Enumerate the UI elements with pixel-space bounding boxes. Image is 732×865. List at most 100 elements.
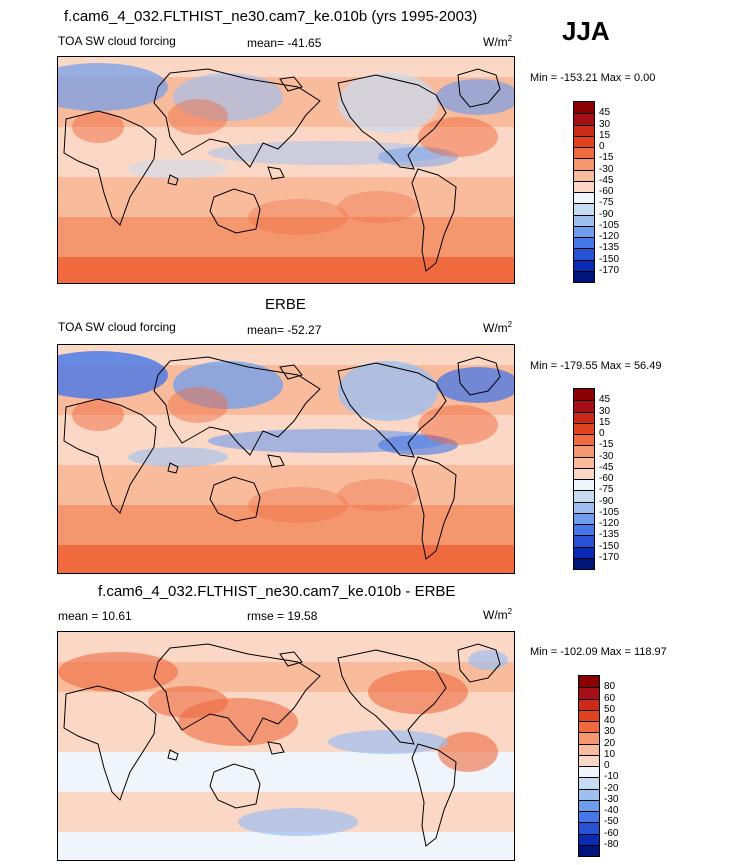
- colorbar-swatch: [574, 169, 594, 181]
- panel3-colorbar: 80 60 50 40 30 20 10 0 -10 -20 -30 -40 -50 -60 -80: [578, 675, 618, 857]
- season-label: JJA: [562, 16, 610, 46]
- field-blob: [468, 650, 508, 670]
- map-field: [58, 345, 514, 573]
- panel2-units: W/m2: [483, 320, 513, 335]
- coastline: [209, 188, 261, 234]
- colorbar-swatch: [574, 135, 594, 147]
- coastline: [279, 364, 303, 380]
- colorbar-tick-label: 80: [604, 681, 616, 693]
- panel1-units: W/m2: [483, 34, 513, 49]
- colorbar-swatch: [579, 799, 599, 811]
- coastline: [167, 462, 179, 474]
- colorbar-tick-label: 30: [604, 726, 616, 738]
- field-band: [58, 57, 514, 77]
- field-blob: [328, 730, 448, 754]
- colorbar-swatch: [579, 709, 599, 721]
- colorbar-tick-label: -170: [599, 264, 620, 276]
- colorbar-swatch: [579, 721, 599, 733]
- field-blob: [338, 479, 418, 511]
- coastline: [279, 76, 303, 92]
- colorbar-swatch: [574, 389, 594, 401]
- colorbar-swatch: [574, 180, 594, 192]
- colorbar-swatch: [574, 113, 594, 125]
- colorbar-tick-label: 30: [599, 118, 611, 130]
- panel1-mean-label: mean= -41.65: [247, 36, 322, 50]
- coastline: [267, 454, 285, 468]
- colorbar-swatch: [574, 248, 594, 260]
- colorbar-tick-label: -120: [599, 231, 620, 242]
- coastline: [63, 110, 157, 226]
- colorbar-swatch: [574, 479, 594, 491]
- colorbar-swatch: [574, 124, 594, 136]
- colorbar-tick-label: -105: [599, 219, 620, 231]
- panel3-map: [57, 631, 515, 861]
- field-blob: [368, 670, 468, 714]
- colorbar-tick-label: -30: [599, 450, 614, 462]
- colorbar-swatch: [579, 766, 599, 778]
- colorbar-tick-label: 0: [599, 141, 605, 152]
- coastline: [267, 166, 285, 180]
- field-band: [58, 345, 514, 365]
- colorbar-tick-label: 20: [604, 737, 616, 749]
- panel2-left-label: TOA SW cloud forcing: [58, 320, 176, 334]
- colorbar-swatch: [579, 833, 599, 845]
- colorbar-tick-label: -150: [599, 540, 620, 552]
- colorbar-tick-label: -20: [604, 782, 619, 794]
- colorbar-tick-label: 50: [604, 703, 616, 715]
- field-blob: [436, 367, 514, 403]
- field-blob: [58, 63, 168, 111]
- field-blob: [173, 73, 283, 121]
- colorbar-tick-label: 0: [604, 760, 610, 771]
- panel1-map: [57, 56, 515, 284]
- field-blob: [168, 387, 228, 423]
- field-band: [58, 545, 514, 573]
- field-blob: [173, 361, 283, 409]
- panel3-title: f.cam6_4_032.FLTHIST_ne30.cam7_ke.010b -…: [98, 583, 456, 600]
- coastline: [153, 68, 321, 168]
- coastline: [457, 68, 501, 108]
- panel1-title: f.cam6_4_032.FLTHIST_ne30.cam7_ke.010b (…: [64, 8, 478, 25]
- colorbar-tick-label: -90: [599, 495, 614, 507]
- colorbar-tick-label: -15: [599, 439, 614, 451]
- colorbar-tick-label: -75: [599, 484, 614, 496]
- colorbar-swatch: [579, 687, 599, 699]
- colorbar-tick-label: 10: [604, 748, 616, 760]
- colorbar-tick-label: -30: [599, 163, 614, 175]
- colorbar-swatch: [574, 147, 594, 159]
- colorbar-tick-label: -45: [599, 461, 614, 473]
- coastline: [167, 749, 179, 761]
- colorbar-tick-label: 45: [599, 107, 611, 119]
- panel2-title: ERBE: [265, 296, 306, 313]
- coastline: [337, 74, 447, 170]
- colorbar-swatch: [574, 411, 594, 423]
- colorbar-swatch: [574, 259, 594, 271]
- coastline: [209, 476, 261, 522]
- map-field: [58, 57, 514, 283]
- colorbar-swatch: [579, 732, 599, 744]
- coastline: [63, 685, 157, 801]
- panel2-colorbar: 45 30 15 0 -15 -30 -45 -60 -75 -90 -105 -120 -135 -15…: [573, 388, 619, 570]
- colorbar-tick-label: -170: [599, 551, 620, 563]
- colorbar-swatch: [579, 676, 599, 688]
- colorbar-tick-label: -105: [599, 506, 620, 518]
- colorbar-tick-label: -60: [599, 473, 614, 484]
- colorbar-tick-label: -50: [604, 816, 619, 828]
- field-blob: [128, 447, 228, 467]
- coastline: [457, 643, 501, 683]
- field-blob: [72, 399, 124, 431]
- field-blob: [58, 351, 168, 399]
- colorbar-swatch: [579, 754, 599, 766]
- colorbar-swatch: [574, 501, 594, 513]
- colorbar-tick-label: -60: [604, 827, 619, 839]
- field-blob: [128, 159, 228, 179]
- colorbar-tick-label: 45: [599, 394, 611, 406]
- colorbar-swatch: [574, 102, 594, 114]
- colorbar-swatch: [579, 698, 599, 710]
- colorbar-tick-label: -30: [604, 793, 619, 805]
- coastline: [209, 763, 261, 809]
- field-band: [58, 832, 514, 860]
- colorbar-tick-label: -75: [599, 197, 614, 209]
- field-blob: [148, 686, 228, 718]
- colorbar-tick-label: -80: [604, 838, 619, 850]
- panel1-minmax: Min = -153.21 Max = 0.00: [530, 72, 656, 84]
